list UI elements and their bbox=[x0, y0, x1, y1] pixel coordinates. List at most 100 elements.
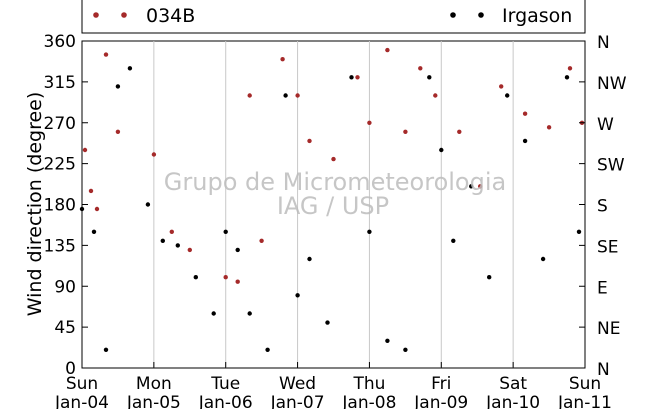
data-point-irgason bbox=[540, 256, 546, 262]
data-point-irgason bbox=[564, 75, 570, 80]
data-point-irgason bbox=[576, 229, 582, 234]
y-tick-label: 45 bbox=[54, 318, 76, 338]
data-point-034b bbox=[295, 93, 300, 98]
x-tick-label-weekday: Fri bbox=[431, 374, 451, 394]
data-point-irgason bbox=[127, 66, 133, 71]
data-point-irgason bbox=[427, 75, 432, 80]
legend-marker-irgason-a bbox=[450, 12, 456, 18]
watermark: Grupo de Micrometeorologia IAG / USP bbox=[164, 168, 506, 220]
y-tick-label: 225 bbox=[44, 155, 76, 175]
data-point-034b bbox=[94, 206, 100, 212]
data-point-034b bbox=[247, 93, 252, 98]
data-point-034b bbox=[403, 129, 408, 134]
data-point-034b bbox=[418, 66, 423, 71]
x-tick-label-weekday: Mon bbox=[136, 374, 172, 394]
data-point-034b bbox=[546, 125, 552, 130]
data-point-irgason bbox=[325, 320, 330, 325]
y-tick-label: 90 bbox=[54, 277, 76, 297]
data-point-irgason bbox=[211, 311, 216, 316]
y2-tick-label: N bbox=[597, 360, 610, 380]
data-point-034b bbox=[355, 75, 360, 80]
x-tick-label-weekday: Sun bbox=[569, 374, 601, 394]
data-point-034b bbox=[367, 120, 372, 126]
y-tick-label: 0 bbox=[65, 359, 76, 379]
data-point-irgason bbox=[223, 229, 228, 234]
data-point-irgason bbox=[193, 275, 198, 280]
data-point-034b bbox=[567, 66, 573, 71]
x-axis-ticks: SunJan-04MonJan-05TueJan-06WedJan-07ThuJ… bbox=[54, 362, 612, 409]
y-tick-label: 135 bbox=[44, 236, 76, 256]
data-point-034b bbox=[478, 184, 483, 189]
data-point-034b bbox=[385, 47, 390, 53]
data-point-034b bbox=[522, 111, 528, 116]
y2-tick-label: NW bbox=[597, 74, 627, 94]
data-point-034b bbox=[88, 188, 94, 194]
data-point-irgason bbox=[307, 256, 312, 262]
data-point-irgason bbox=[265, 347, 270, 352]
data-point-irgason bbox=[79, 206, 85, 212]
y-tick-label: 270 bbox=[44, 114, 76, 134]
legend-label-irgason: Irgason bbox=[502, 5, 572, 27]
data-point-irgason bbox=[349, 75, 354, 80]
x-tick-label-date: Jan-05 bbox=[126, 393, 181, 409]
data-point-034b bbox=[307, 138, 312, 144]
y-tick-label: 360 bbox=[44, 32, 76, 52]
data-point-034b bbox=[223, 275, 228, 280]
data-point-034b bbox=[115, 129, 121, 134]
legend: 034B Irgason bbox=[81, 0, 586, 34]
x-tick-label-weekday: Sun bbox=[66, 374, 98, 394]
data-point-034b bbox=[280, 57, 285, 62]
x-tick-label-date: Jan-08 bbox=[341, 393, 396, 409]
data-points bbox=[79, 47, 585, 352]
y2-axis-ticks: N NE E SE S SW W NW N bbox=[579, 33, 627, 380]
x-tick-label-date: Jan-06 bbox=[198, 393, 253, 409]
x-tick-label-weekday: Tue bbox=[210, 374, 240, 394]
x-tick-label-weekday: Thu bbox=[352, 374, 385, 394]
data-point-irgason bbox=[283, 93, 288, 98]
data-point-034b bbox=[259, 238, 264, 243]
data-point-irgason bbox=[103, 347, 109, 352]
data-point-irgason bbox=[487, 275, 492, 280]
y2-tick-label: SW bbox=[597, 156, 625, 176]
day-gridlines bbox=[153, 41, 514, 368]
data-point-irgason bbox=[160, 238, 165, 243]
x-tick-label-date: Jan-11 bbox=[557, 393, 612, 409]
y-tick-label: 180 bbox=[44, 196, 76, 216]
y2-tick-label: S bbox=[597, 197, 608, 217]
y2-tick-label: SE bbox=[597, 237, 619, 257]
data-point-irgason bbox=[367, 229, 372, 234]
y2-tick-label: NE bbox=[597, 319, 620, 339]
plot-frame bbox=[81, 40, 586, 369]
data-point-irgason bbox=[522, 138, 528, 144]
watermark-line-1: Grupo de Micrometeorologia bbox=[164, 168, 506, 196]
data-point-034b bbox=[331, 156, 336, 162]
data-point-irgason bbox=[175, 243, 180, 248]
data-point-034b bbox=[82, 147, 88, 153]
x-tick-label-weekday: Sat bbox=[499, 374, 527, 394]
data-point-034b bbox=[433, 93, 438, 98]
x-tick-label-date: Jan-09 bbox=[413, 393, 468, 409]
data-point-irgason bbox=[505, 93, 510, 98]
data-point-034b bbox=[235, 279, 240, 284]
data-point-034b bbox=[103, 52, 109, 57]
y2-tick-label: E bbox=[597, 278, 608, 298]
watermark-line-2: IAG / USP bbox=[277, 192, 389, 220]
legend-label-034b: 034B bbox=[146, 5, 195, 27]
y-axis-label: Wind direction (degree) bbox=[24, 92, 46, 317]
data-point-irgason bbox=[469, 184, 474, 189]
y2-tick-label: N bbox=[597, 33, 610, 53]
x-tick-label-date: Jan-10 bbox=[485, 393, 540, 409]
data-point-irgason bbox=[451, 238, 456, 243]
y-tick-label: 315 bbox=[44, 73, 76, 93]
data-point-irgason bbox=[403, 347, 408, 352]
data-point-irgason bbox=[439, 147, 444, 153]
data-point-irgason bbox=[295, 293, 300, 298]
data-point-irgason bbox=[91, 229, 97, 234]
data-point-034b bbox=[169, 229, 174, 234]
x-tick-label-weekday: Wed bbox=[279, 374, 316, 394]
data-point-irgason bbox=[115, 84, 121, 89]
data-point-irgason bbox=[145, 202, 151, 207]
data-point-034b bbox=[457, 129, 462, 134]
x-tick-label-date: Jan-07 bbox=[270, 393, 325, 409]
